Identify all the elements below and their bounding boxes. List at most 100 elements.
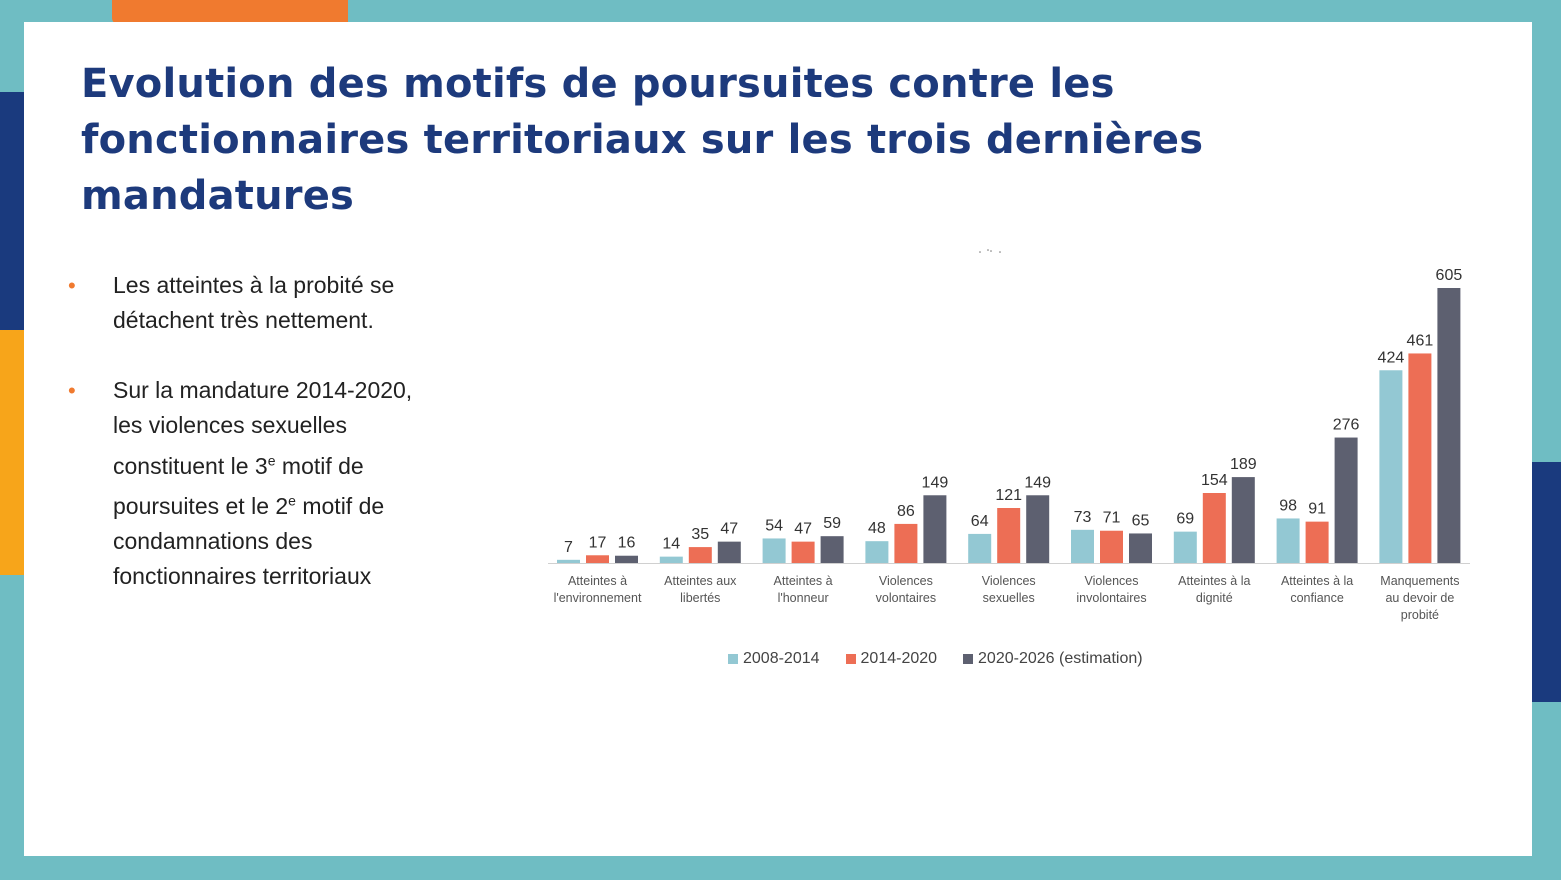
bar [1026,495,1050,563]
bullet-item-violences: • Sur la mandature 2014-2020, les violen… [64,373,434,594]
data-label: 65 [1132,512,1150,529]
x-tick-label: Atteintes aux [664,574,737,588]
ordinal-suffix: e [288,492,296,509]
bullet-item-probite: • Les atteintes à la probité se détachen… [64,268,434,338]
bullet-text-part: motif de condamnations des fonctionnaire… [113,493,385,590]
legend-label: 2008-2014 [743,650,820,667]
x-tick-label: Atteintes à la [1178,574,1250,588]
data-label: 461 [1407,332,1434,349]
bar [923,495,947,563]
bar [1202,493,1226,563]
legend-entry: 2020-2026 (estimation) [963,650,1143,668]
x-tick-label: involontaires [1076,591,1146,605]
data-label: 7 [564,539,573,556]
data-label: 71 [1103,510,1121,527]
bar [791,541,815,563]
legend-label: 2020-2026 (estimation) [978,650,1143,667]
bullet-list: • Les atteintes à la probité se détachen… [64,268,434,594]
bar [820,536,844,563]
data-label: 35 [691,526,709,543]
bar [1071,529,1094,563]
ordinal-suffix: e [267,452,276,468]
bar [762,538,786,563]
x-tick-label: Atteintes à [774,574,833,588]
data-label: 69 [1176,511,1194,528]
bar [894,523,918,563]
bullet-text: Les atteintes à la probité se détachent … [113,272,395,333]
x-tick-label: Manquements [1380,574,1459,588]
legend-swatch [963,654,974,664]
bar [865,541,889,563]
bar [1437,288,1461,563]
x-tick-label: Violences [982,574,1036,588]
data-label: 48 [868,520,886,537]
x-tick-label: Atteintes à [568,574,627,588]
data-label: 14 [662,536,680,553]
bar [688,547,712,563]
bar [1231,477,1255,563]
bar [1408,353,1432,563]
x-tick-label: probité [1401,608,1439,622]
x-tick-label: Violences [1085,574,1139,588]
legend-entry: 2008-2014 [728,650,820,668]
x-tick-label: l'environnement [554,591,642,605]
bar [1100,530,1123,563]
decor-yellow-shape [0,330,24,575]
data-label: 47 [794,521,812,538]
x-tick-label: sexuelles [983,591,1035,605]
bar [717,541,741,563]
bullet-text-part: Sur la mandature 2014-2020, les violence… [113,377,413,479]
bullet-text-part: motif de poursuites et le 2 [113,452,364,520]
x-tick-label: libertés [680,591,720,605]
chart-legend: 2008-2014 2014-2020 2020-2026 (estimation) [728,650,1143,668]
decor-orange-shape [112,0,348,24]
slide-canvas: Evolution des motifs de poursuites contr… [24,22,1532,856]
bar [615,555,638,563]
bar [1173,531,1197,563]
bar [1379,370,1403,563]
bar [968,533,992,563]
data-label: 149 [1024,474,1051,491]
data-label: 17 [589,534,607,551]
x-tick-label: dignité [1196,591,1233,605]
bar [557,559,580,563]
x-tick-label: Violences [879,574,933,588]
legend-swatch [728,654,738,664]
x-tick-label: l'honneur [778,591,829,605]
data-label: 154 [1201,472,1228,489]
data-label: 98 [1279,497,1297,514]
data-label: 59 [823,515,841,532]
legend-label: 2014-2020 [860,650,938,667]
bar [997,508,1021,563]
bar [1334,437,1358,563]
decor-speck [979,249,1001,253]
legend-entry: 2014-2020 [845,650,938,668]
bar [1129,533,1152,563]
x-tick-label: confiance [1290,591,1344,605]
slide-title: Evolution des motifs de poursuites contr… [81,61,1204,219]
bar [659,556,683,563]
data-label: 54 [765,517,783,534]
bar [586,555,609,563]
bar [1305,521,1329,563]
data-label: 73 [1074,509,1092,526]
data-label: 149 [922,474,949,491]
data-label: 121 [995,487,1022,504]
bullet-text: Sur la mandature 2014-2020, les violence… [113,377,412,589]
bar [1276,518,1300,563]
x-tick-label: volontaires [876,591,936,605]
data-label: 605 [1436,267,1463,284]
legend-swatch [845,654,856,664]
data-label: 276 [1333,417,1360,434]
x-tick-label: Atteintes à la [1281,574,1353,588]
data-label: 16 [618,535,636,552]
data-label: 64 [971,513,989,530]
decor-navy-shape-right [1532,462,1561,702]
bullet-dot-icon: • [68,378,76,403]
data-label: 91 [1308,501,1326,518]
x-tick-label: au devoir de [1385,591,1454,605]
data-label: 424 [1378,349,1405,366]
data-label: 47 [720,521,738,538]
decor-navy-shape-left [0,92,24,332]
